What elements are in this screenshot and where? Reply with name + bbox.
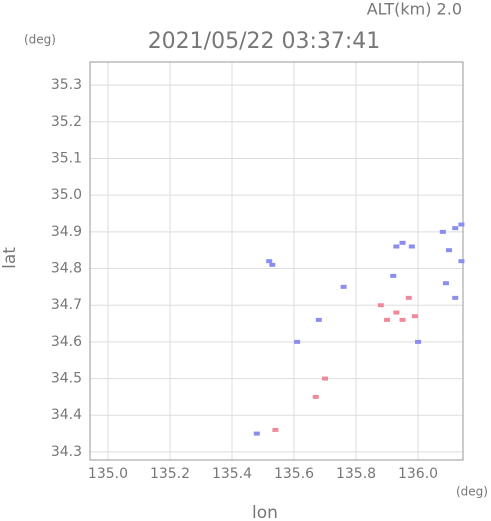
echo-point: [446, 248, 453, 253]
echo-point: [405, 295, 412, 300]
echo-point: [439, 229, 446, 234]
chart-title: 2021/05/22 03:37:41: [148, 29, 381, 54]
x-tick-label: 135.6: [274, 466, 314, 482]
echo-point: [452, 226, 459, 231]
echo-point: [399, 240, 406, 245]
x-tick-label: 135.8: [336, 466, 376, 482]
echo-point: [411, 314, 418, 319]
y-tick-label: 34.6: [51, 334, 82, 350]
echo-point: [393, 244, 400, 249]
echo-point: [269, 262, 276, 267]
y-tick-label: 34.9: [51, 224, 82, 240]
echo-point: [377, 303, 384, 308]
x-unit: (deg): [456, 485, 488, 499]
y-tick-label: 34.7: [51, 297, 82, 313]
echo-point: [315, 317, 322, 322]
echo-point: [384, 317, 391, 322]
y-tick-label: 35.3: [51, 77, 82, 93]
y-label: lat: [0, 247, 20, 269]
echo-point: [340, 284, 347, 289]
altitude: ALT(km) 2.0: [367, 0, 462, 19]
echo-point: [272, 427, 279, 432]
echo-point: [415, 339, 422, 344]
x-label: lon: [252, 503, 278, 521]
echo-point: [393, 310, 400, 315]
echo-point: [399, 317, 406, 322]
y-tick-label: 34.5: [51, 371, 82, 387]
y-tick-label: 35.1: [51, 150, 82, 166]
echo-point: [458, 222, 465, 227]
echo-point: [458, 259, 465, 264]
x-tick-label: 135.2: [150, 466, 190, 482]
echo-point: [408, 244, 415, 249]
y-tick-label: 34.8: [51, 261, 82, 277]
echo-point: [294, 339, 301, 344]
echo-point: [390, 273, 397, 278]
echo-point: [266, 259, 273, 264]
echo-point: [452, 295, 459, 300]
y-tick-label: 35.2: [51, 114, 82, 130]
echo-point: [312, 394, 319, 399]
x-tick-label: 136.0: [398, 466, 438, 482]
y-tick-label: 35.0: [51, 187, 82, 203]
echo-point: [253, 431, 260, 436]
y-unit: (deg): [24, 33, 56, 47]
echo-point: [442, 281, 449, 286]
x-tick-label: 135.0: [88, 466, 128, 482]
x-tick-label: 135.4: [212, 466, 252, 482]
y-tick-label: 34.3: [51, 444, 82, 460]
echo-point: [322, 376, 329, 381]
y-tick-label: 34.4: [51, 407, 82, 423]
